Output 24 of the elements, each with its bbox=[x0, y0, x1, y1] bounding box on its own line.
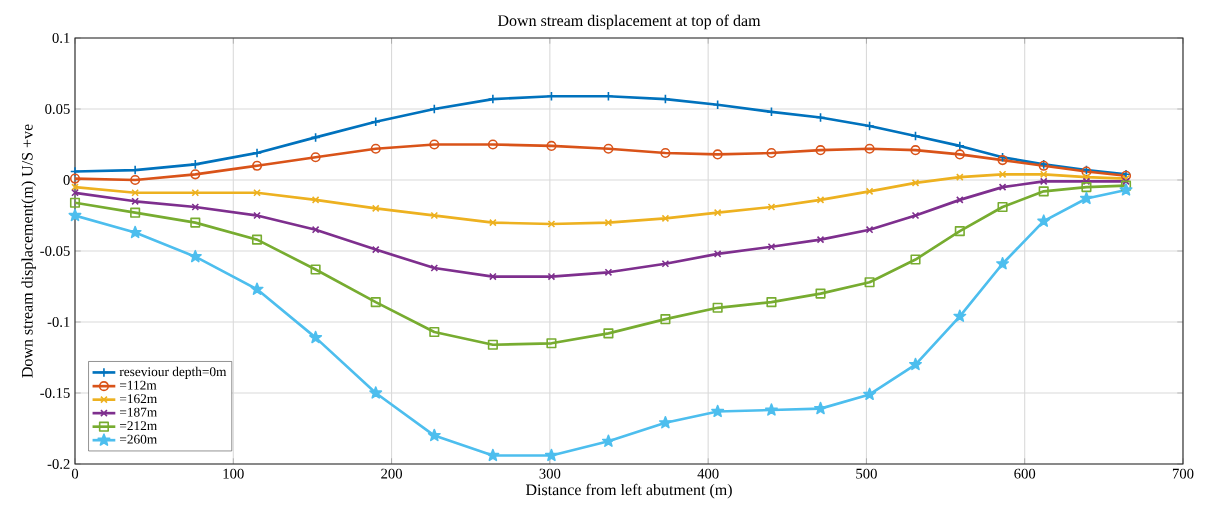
x-tick-label: 400 bbox=[697, 468, 719, 479]
x-axis-title: Distance from left abutment (m) bbox=[525, 483, 732, 499]
y-tick-label: -0.2 bbox=[47, 459, 70, 469]
y-axis-title: Down stream displacement(m) U/S +ve bbox=[21, 124, 36, 378]
x-tick-label: 0 bbox=[71, 468, 79, 479]
y-tick-label: -0.15 bbox=[40, 388, 70, 398]
y-tick-label: 0.05 bbox=[45, 104, 70, 114]
chart-title: Down stream displacement at top of dam bbox=[497, 14, 761, 30]
x-tick-label: 700 bbox=[1172, 468, 1194, 479]
legend-label: =162m bbox=[119, 394, 157, 404]
legend-label: =260m bbox=[119, 434, 157, 444]
x-tick-label: 200 bbox=[381, 468, 403, 479]
y-tick-label: 0 bbox=[63, 175, 70, 185]
legend-label: =112m bbox=[119, 380, 157, 390]
legend-label: =187m bbox=[119, 407, 157, 417]
x-tick-label: 300 bbox=[539, 468, 561, 479]
legend-label: reseviour depth=0m bbox=[119, 366, 227, 379]
y-tick-label: -0.05 bbox=[40, 246, 70, 256]
x-tick-label: 600 bbox=[1014, 468, 1036, 479]
x-tick-label: 100 bbox=[223, 468, 244, 479]
y-tick-label: 0.1 bbox=[52, 33, 70, 43]
y-tick-label: -0.1 bbox=[47, 317, 70, 327]
x-tick-label: 500 bbox=[856, 468, 877, 479]
legend-label: =212m bbox=[119, 421, 157, 431]
